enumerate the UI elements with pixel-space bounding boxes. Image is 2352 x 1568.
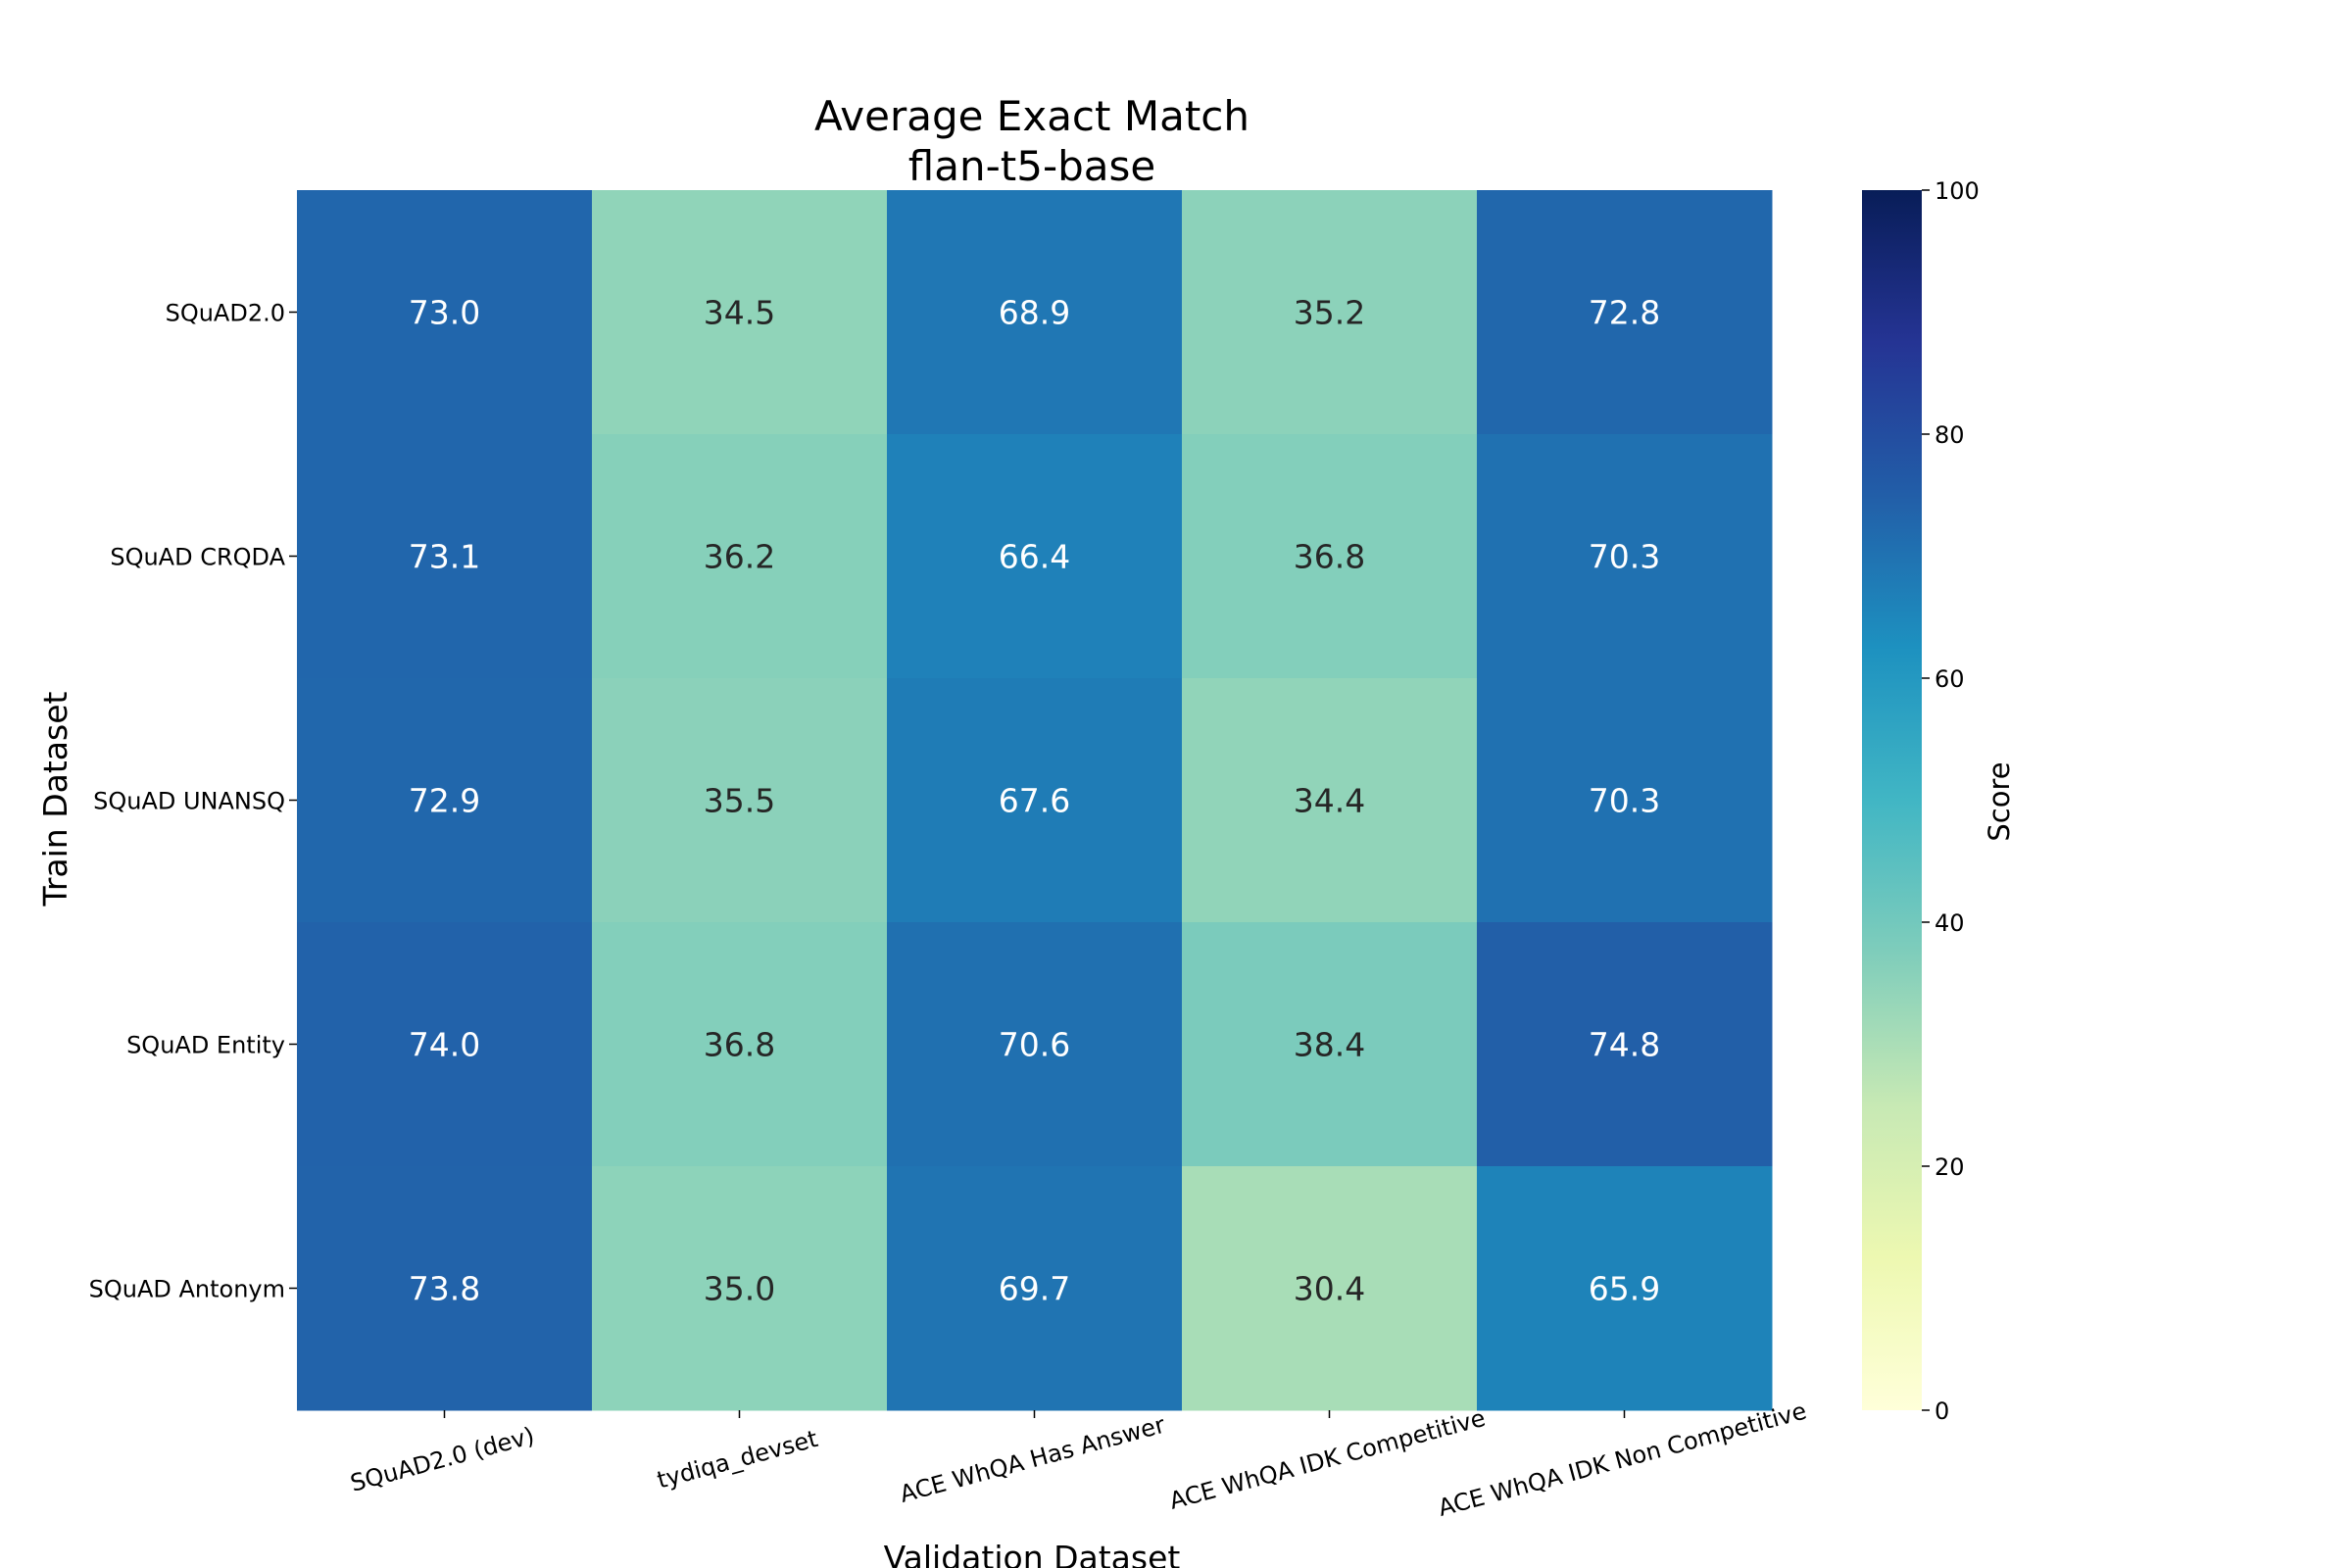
cell-value-label: 72.9	[409, 782, 480, 820]
y-tick-label: SQuAD UNANSQ	[93, 788, 285, 815]
y-axis-label: Train Dataset	[36, 691, 74, 906]
cell-value-label: 70.3	[1589, 538, 1660, 576]
x-axis: SQuAD2.0 (dev) tydiqa_devset ACE WhQA Has …	[348, 1397, 1810, 1522]
y-tick-label: SQuAD CRQDA	[110, 544, 285, 571]
y-tick-label: SQuAD Entity	[126, 1032, 285, 1059]
cell-value-label: 36.8	[1294, 538, 1365, 576]
heatmap-cell	[592, 678, 888, 923]
x-tick-label: ACE WhQA IDK Non Competitive	[1436, 1397, 1810, 1522]
colorbar-label: Score	[1983, 761, 2016, 841]
heatmap-cell	[297, 190, 593, 435]
heatmap-cell	[887, 1166, 1183, 1411]
x-tick-label: tydiqa_devset	[655, 1425, 821, 1494]
heatmap-cell	[592, 434, 888, 679]
heatmap-cell	[297, 434, 593, 679]
cell-value-label: 73.0	[409, 294, 480, 332]
cell-value-label: 36.2	[704, 538, 775, 576]
cell-value-label: 74.0	[409, 1026, 480, 1064]
cell-value-label: 70.6	[999, 1026, 1070, 1064]
heatmap-cell	[1477, 1166, 1773, 1411]
cell-value-label: 66.4	[999, 538, 1070, 576]
heatmap-cell-labels: 73.0 34.5 68.9 35.2 72.8 73.1 36.2 66.4 36.8 70.3…	[409, 294, 1660, 1308]
cell-value-label: 35.0	[704, 1270, 775, 1308]
heatmap-cell	[1182, 1166, 1478, 1411]
cell-value-label: 38.4	[1294, 1026, 1365, 1064]
cell-value-label: 74.8	[1589, 1026, 1660, 1064]
heatmap-cell	[1477, 190, 1773, 435]
cell-value-label: 73.8	[409, 1270, 480, 1308]
cell-value-label: 68.9	[999, 294, 1070, 332]
heatmap-cells	[297, 190, 1773, 1411]
cell-value-label: 35.5	[704, 782, 775, 820]
heatmap-cell	[297, 1166, 593, 1411]
cell-value-label: 36.8	[704, 1026, 775, 1064]
heatmap-cell	[887, 434, 1183, 679]
cell-value-label: 69.7	[999, 1270, 1070, 1308]
cell-value-label: 70.3	[1589, 782, 1660, 820]
heatmap-cell	[887, 922, 1183, 1167]
cell-value-label: 34.4	[1294, 782, 1365, 820]
heatmap-cell	[297, 922, 593, 1167]
colorbar-tick-label: 60	[1935, 665, 1965, 693]
cell-value-label: 65.9	[1589, 1270, 1660, 1308]
colorbar-tick-label: 0	[1935, 1397, 1949, 1425]
colorbar-ticks: 0 20 40 60 80 100	[1922, 177, 1980, 1425]
heatmap-cell	[1477, 434, 1773, 679]
heatmap-cell	[1182, 922, 1478, 1167]
heatmap-cell	[887, 190, 1183, 435]
chart-title: Average Exact Match	[814, 92, 1250, 140]
x-tick-label: ACE WhQA Has Answer	[897, 1411, 1168, 1508]
heatmap-cell	[1182, 190, 1478, 435]
heatmap-cell	[592, 1166, 888, 1411]
chart-subtitle: flan-t5-base	[908, 142, 1155, 190]
heatmap-cell	[1477, 678, 1773, 923]
colorbar	[1862, 190, 1922, 1410]
heatmap-cell	[1477, 922, 1773, 1167]
y-tick-label: SQuAD Antonym	[89, 1276, 285, 1303]
heatmap-cell	[592, 190, 888, 435]
cell-value-label: 73.1	[409, 538, 480, 576]
heatmap-cell	[592, 922, 888, 1167]
heatmap-cell	[887, 678, 1183, 923]
y-axis: SQuAD2.0 SQuAD CRQDA SQuAD UNANSQ SQuAD Ent…	[89, 300, 297, 1303]
heatmap-cell	[297, 678, 593, 923]
y-tick-label: SQuAD2.0	[166, 300, 285, 327]
heatmap-cell	[1182, 678, 1478, 923]
heatmap-cell	[1182, 434, 1478, 679]
x-axis-label: Validation Dataset	[884, 1539, 1181, 1568]
colorbar-tick-label: 100	[1935, 177, 1980, 205]
cell-value-label: 35.2	[1294, 294, 1365, 332]
colorbar-tick-label: 20	[1935, 1153, 1965, 1181]
cell-value-label: 34.5	[704, 294, 775, 332]
cell-value-label: 72.8	[1589, 294, 1660, 332]
colorbar-tick-label: 80	[1935, 421, 1965, 449]
colorbar-tick-label: 40	[1935, 909, 1965, 937]
x-tick-label: SQuAD2.0 (dev)	[348, 1422, 538, 1497]
cell-value-label: 67.6	[999, 782, 1070, 820]
cell-value-label: 30.4	[1294, 1270, 1365, 1308]
